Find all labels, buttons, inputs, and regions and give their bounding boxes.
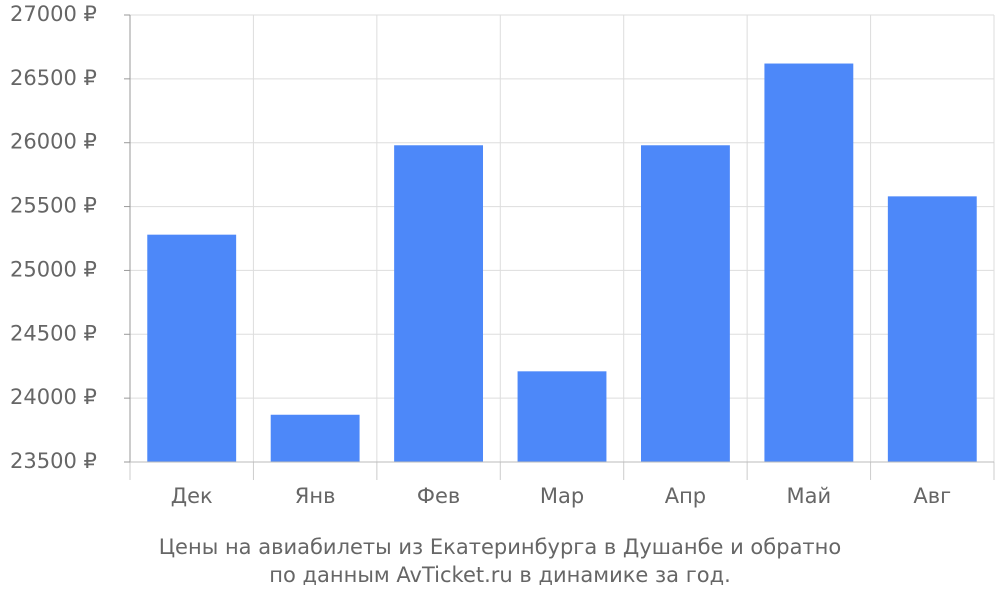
y-tick-label: 26000 ₽ bbox=[10, 130, 97, 154]
x-tick-label: Дек bbox=[171, 484, 213, 508]
bar bbox=[147, 234, 237, 462]
bar bbox=[887, 196, 977, 462]
y-tick-label: 25000 ₽ bbox=[10, 257, 97, 281]
bar bbox=[517, 371, 607, 462]
x-tick-label: Апр bbox=[665, 484, 706, 508]
y-tick-label: 26500 ₽ bbox=[10, 66, 97, 90]
caption-line: по данным AvTicket.ru в динамике за год. bbox=[269, 563, 731, 587]
y-tick-label: 24000 ₽ bbox=[10, 385, 97, 409]
y-tick-label: 27000 ₽ bbox=[10, 2, 97, 26]
bar bbox=[394, 145, 484, 463]
y-tick-label: 23500 ₽ bbox=[10, 449, 97, 473]
x-tick-label: Янв bbox=[295, 484, 336, 508]
y-tick-label: 24500 ₽ bbox=[10, 321, 97, 345]
x-tick-label: Авг bbox=[913, 484, 951, 508]
x-tick-label: Май bbox=[787, 484, 832, 508]
bar bbox=[270, 414, 360, 462]
bar bbox=[764, 63, 854, 462]
x-tick-label: Мар bbox=[540, 484, 584, 508]
x-tick-label: Фев bbox=[417, 484, 460, 508]
y-tick-label: 25500 ₽ bbox=[10, 194, 97, 218]
caption-line: Цены на авиабилеты из Екатеринбурга в Ду… bbox=[159, 535, 842, 559]
bar bbox=[640, 145, 730, 463]
